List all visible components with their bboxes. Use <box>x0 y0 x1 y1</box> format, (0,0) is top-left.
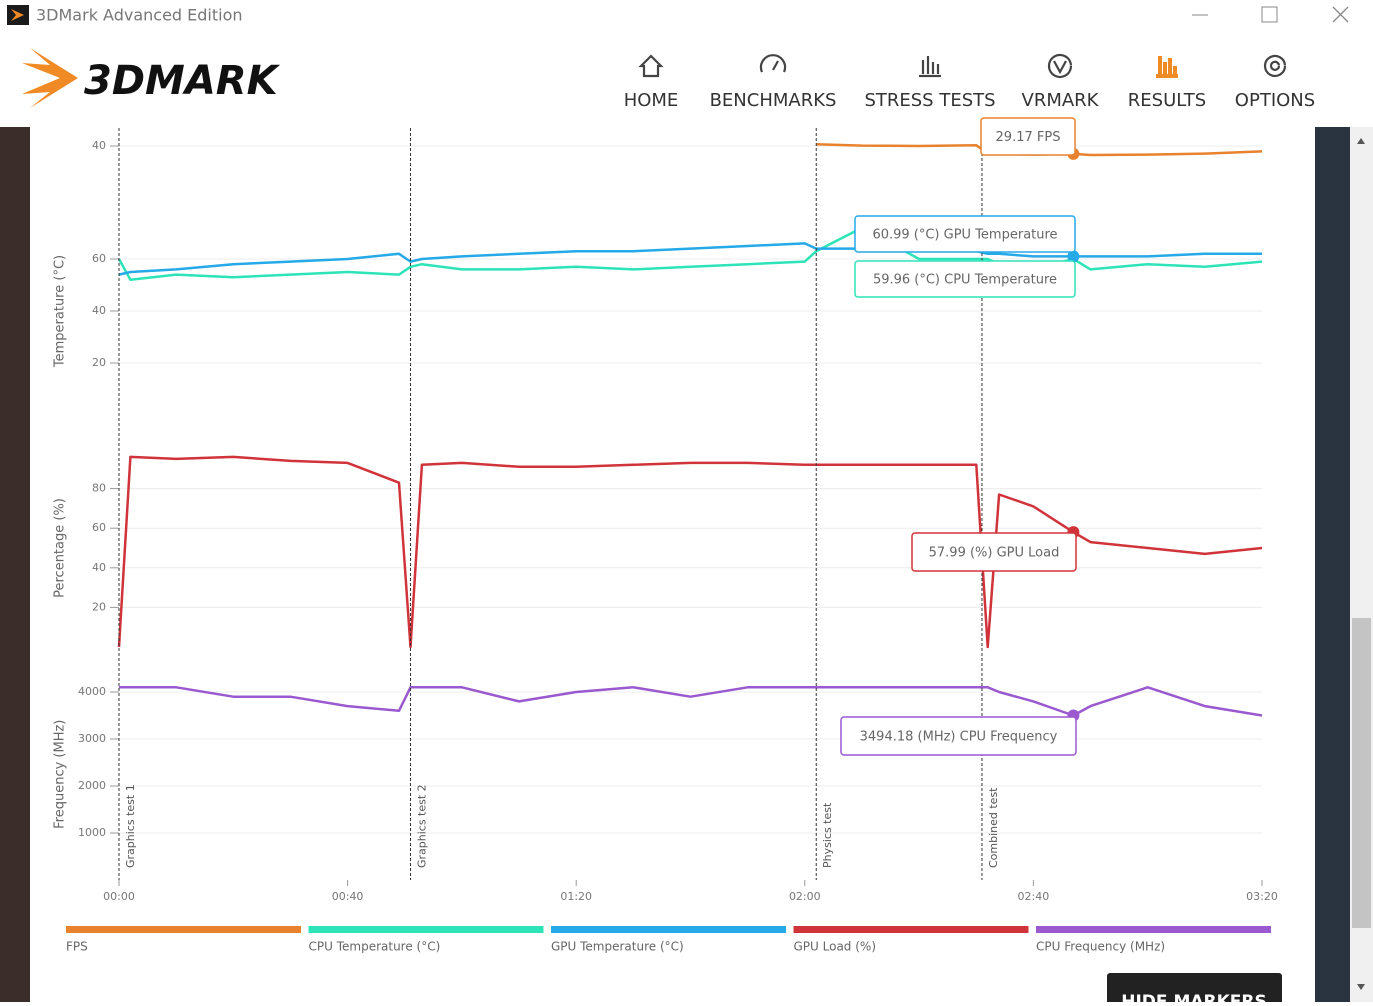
y-tick-label: 20 <box>92 356 106 369</box>
nav-icon[interactable] <box>919 56 941 78</box>
nav-item[interactable]: STRESS TESTS <box>864 90 995 111</box>
nav-icon[interactable] <box>759 54 787 73</box>
series-line <box>118 242 1262 276</box>
background-art-left <box>0 127 30 1002</box>
test-marker-label: Physics test <box>821 802 834 868</box>
nav-item[interactable]: OPTIONS <box>1235 90 1315 111</box>
annotation-text: 60.99 (°C) GPU Temperature <box>872 228 1057 243</box>
y-axis-title: Frequency (MHz) <box>53 720 68 829</box>
y-tick-label: 60 <box>92 521 106 534</box>
y-axis-title: Percentage (%) <box>53 498 68 598</box>
hide-markers-label[interactable]: HIDE MARKERS <box>1121 992 1266 1006</box>
y-tick-label: 4000 <box>78 685 106 698</box>
y-tick-label: 3000 <box>78 732 106 745</box>
annotation-text: 3494.18 (MHz) CPU Frequency <box>860 730 1058 745</box>
legend-swatch <box>308 926 544 933</box>
y-axis-title: Temperature (°C) <box>53 255 68 368</box>
header <box>0 30 1373 127</box>
legend-label: CPU Temperature (°C) <box>309 940 441 954</box>
nav-item[interactable]: RESULTS <box>1128 90 1206 111</box>
legend-swatch <box>793 926 1029 933</box>
y-tick-label: 2000 <box>78 779 106 792</box>
scrollbar-thumb[interactable] <box>1352 618 1371 928</box>
close-button[interactable] <box>1332 6 1349 23</box>
legend-label: GPU Temperature (°C) <box>551 940 684 954</box>
test-marker-label: Graphics test 1 <box>124 784 137 868</box>
nav-icon[interactable] <box>1047 53 1073 79</box>
hide-markers-button[interactable] <box>1107 973 1282 1006</box>
legend-label: FPS <box>66 940 88 954</box>
background-art-right <box>1315 127 1350 1002</box>
nav-icon[interactable] <box>1263 54 1287 78</box>
nav-item[interactable]: HOME <box>624 90 679 111</box>
series-line <box>117 455 1263 649</box>
maximize-button[interactable] <box>1261 6 1278 23</box>
app-icon-mark <box>11 9 24 21</box>
y-tick-label: 40 <box>92 139 106 152</box>
x-tick-label: 00:40 <box>332 890 364 903</box>
x-tick-label: 02:40 <box>1018 890 1050 903</box>
nav-item[interactable]: BENCHMARKS <box>710 90 837 111</box>
annotation-text: 57.99 (%) GPU Load <box>929 546 1060 561</box>
x-tick-label: 00:00 <box>103 890 135 903</box>
nav-icon[interactable] <box>638 54 664 78</box>
series-line <box>119 686 1263 717</box>
legend-swatch <box>1036 926 1271 933</box>
title-bar <box>0 0 1373 30</box>
x-tick-label: 03:20 <box>1246 890 1278 903</box>
annotation-box <box>911 532 1077 572</box>
scroll-up[interactable] <box>1357 138 1365 144</box>
charts: 40 20 40 60 Temperature (°C) 20 40 60 80 Percenta… <box>53 117 1278 954</box>
nav-item[interactable]: VRMARK <box>1022 90 1100 111</box>
annotation-box <box>854 260 1076 298</box>
nav-icon[interactable] <box>1156 56 1178 78</box>
annotation-box <box>854 215 1076 253</box>
annotation-box <box>840 716 1077 756</box>
legend-swatch <box>551 926 786 933</box>
annotation-text: 29.17 FPS <box>996 130 1061 145</box>
y-tick-label: 40 <box>92 304 106 317</box>
legend-swatch <box>66 926 301 933</box>
logo-text: 3DMARK <box>84 58 281 104</box>
y-tick-label: 40 <box>92 561 106 574</box>
results-panel <box>30 127 1315 1002</box>
legend-label: CPU Frequency (MHz) <box>1036 940 1165 954</box>
test-marker-label: Combined test <box>987 787 1000 868</box>
y-tick-label: 1000 <box>78 826 106 839</box>
legend-label: GPU Load (%) <box>794 940 877 954</box>
x-tick-label: 01:20 <box>560 890 592 903</box>
window-title: 3DMark Advanced Edition <box>36 6 243 25</box>
y-tick-label: 60 <box>92 252 106 265</box>
cursor-dot <box>1067 250 1080 263</box>
annotation-text: 59.96 (°C) CPU Temperature <box>873 273 1057 288</box>
annotation-box <box>980 117 1076 156</box>
scroll-down[interactable] <box>1357 984 1365 990</box>
y-tick-label: 80 <box>92 482 106 495</box>
x-tick-label: 02:00 <box>789 890 821 903</box>
y-tick-label: 20 <box>92 600 106 613</box>
logo-mark <box>22 48 78 108</box>
test-marker-label: Graphics test 2 <box>415 784 428 868</box>
